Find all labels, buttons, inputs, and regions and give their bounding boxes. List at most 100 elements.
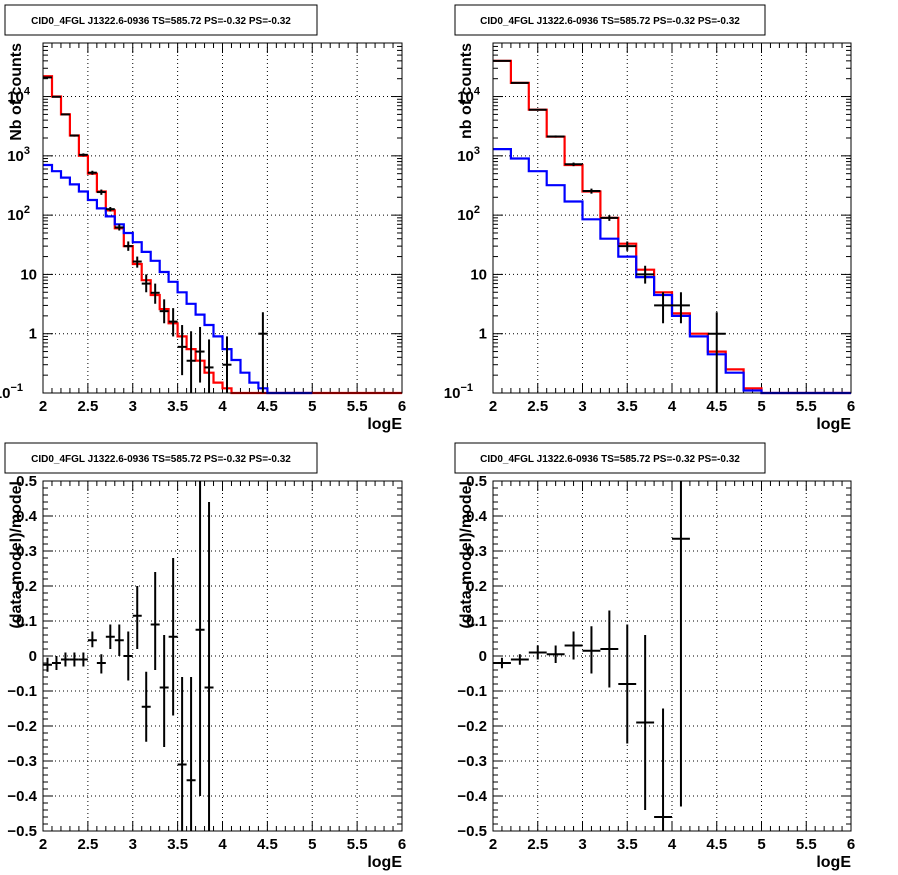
- data-point: [114, 224, 124, 231]
- plot-frame: [42, 480, 403, 832]
- chart-title: CID0_4FGL J1322.6-0936 TS=585.72 PS=-0.3…: [31, 454, 291, 465]
- y-tick-label-exponent: 2: [24, 204, 30, 216]
- y-tick-label: 0.5: [16, 473, 37, 490]
- title-box: [4, 4, 318, 36]
- y-tick-label: −0.5: [7, 823, 37, 840]
- chart-2: CID0_4FGL J1322.6-0936 TS=585.72 PS=-0.3…: [444, 4, 855, 433]
- y-axis-title: (data-model)/model: [8, 481, 25, 629]
- y-tick-label: 102: [457, 204, 480, 224]
- data-point: [150, 283, 160, 304]
- data-point: [636, 635, 655, 810]
- x-tick-label: 4: [218, 398, 227, 415]
- chart-title: CID0_4FGL J1322.6-0936 TS=585.72 PS=-0.3…: [480, 16, 740, 27]
- data-point: [654, 292, 672, 324]
- data-point: [654, 708, 672, 831]
- x-tick-label: 4.5: [257, 836, 278, 853]
- data-point: [78, 652, 88, 667]
- x-tick-label: 5.5: [347, 836, 368, 853]
- data-point: [43, 76, 52, 79]
- x-tick-label: 3: [578, 836, 586, 853]
- y-tick-label: −0.2: [457, 718, 487, 735]
- chart-title: CID0_4FGL J1322.6-0936 TS=585.72 PS=-0.3…: [480, 454, 740, 465]
- y-tick-label: −0.4: [7, 788, 37, 805]
- x-tick-label: 4: [218, 836, 227, 853]
- x-tick-label: 5: [757, 398, 765, 415]
- data-point: [510, 654, 529, 665]
- data-point: [114, 624, 124, 656]
- y-tick-label: 0: [479, 648, 487, 665]
- y-tick-label: 10−1: [444, 382, 473, 402]
- x-tick-label: 4: [668, 836, 677, 853]
- x-tick-label: 2.5: [77, 398, 98, 415]
- plot-frame: [492, 480, 852, 832]
- data-point: [78, 153, 88, 157]
- title-box: [4, 442, 318, 474]
- data-point: [51, 95, 61, 98]
- data-point: [528, 645, 547, 660]
- x-tick-label: 2.5: [527, 836, 548, 853]
- y-tick-label: 0.1: [466, 613, 487, 630]
- y-tick-label-exponent: 2: [474, 204, 480, 216]
- y-tick-label: 0: [29, 648, 37, 665]
- y-tick-label: 102: [7, 204, 30, 224]
- x-tick-label: 3: [129, 398, 137, 415]
- x-tick-label: 5: [308, 836, 316, 853]
- y-tick-label: 10: [470, 266, 487, 283]
- data-point: [60, 113, 70, 116]
- data-point: [132, 586, 142, 649]
- x-axis-title: logE: [816, 416, 851, 433]
- x-tick-label: 4.5: [706, 836, 727, 853]
- title-box: [454, 442, 766, 474]
- data-point: [582, 188, 601, 194]
- data-point: [564, 162, 583, 167]
- x-tick-label: 3.5: [617, 836, 638, 853]
- y-tick-label: −0.2: [7, 718, 37, 735]
- y-tick-label: −0.4: [457, 788, 487, 805]
- y-tick-label: 0.4: [16, 508, 38, 525]
- y-tick-label-exponent: −1: [10, 382, 23, 394]
- data-point: [528, 108, 547, 111]
- y-axis-title: nb of counts: [458, 43, 475, 139]
- y-tick-label: 0.2: [16, 578, 37, 595]
- data-point: [96, 654, 106, 674]
- data-point: [105, 207, 115, 212]
- x-axis-title: logE: [367, 854, 402, 871]
- data-point: [105, 624, 115, 649]
- chart-4: CID0_4FGL J1322.6-0936 TS=585.72 PS=-0.3…: [454, 442, 855, 871]
- data-point: [123, 241, 133, 251]
- x-tick-label: 5.5: [347, 398, 368, 415]
- x-tick-label: 4.5: [257, 398, 278, 415]
- data-point: [222, 336, 232, 393]
- data-point: [186, 331, 196, 393]
- y-tick-label: 1: [29, 326, 37, 343]
- data-point: [51, 656, 61, 670]
- data-point: [195, 481, 205, 796]
- x-tick-label: 2: [489, 836, 497, 853]
- data-point: [204, 339, 214, 393]
- data-point: [141, 274, 151, 293]
- y-tick-label: 0.1: [16, 613, 37, 630]
- x-tick-label: 4.5: [706, 398, 727, 415]
- y-tick-label: −0.1: [457, 683, 487, 700]
- data-point: [87, 631, 97, 648]
- data-point: [96, 189, 106, 195]
- y-tick-label: 103: [7, 145, 30, 165]
- x-tick-label: 2: [39, 398, 47, 415]
- data-point: [132, 256, 142, 268]
- y-tick-label-exponent: 4: [24, 86, 31, 98]
- x-tick-label: 6: [847, 836, 855, 853]
- x-tick-label: 5: [757, 836, 765, 853]
- y-axis-title: Nb of counts: [8, 43, 25, 141]
- y-tick-label: 0.3: [16, 543, 37, 560]
- data-point: [204, 502, 214, 831]
- y-tick-label: 0.4: [466, 508, 488, 525]
- x-tick-label: 4: [668, 398, 677, 415]
- x-tick-label: 5.5: [796, 836, 817, 853]
- x-tick-label: 2: [39, 836, 47, 853]
- y-tick-label: −0.3: [457, 753, 487, 770]
- data-point: [195, 326, 205, 383]
- data-point: [618, 241, 637, 251]
- data-point: [69, 652, 79, 667]
- x-tick-label: 3.5: [167, 836, 188, 853]
